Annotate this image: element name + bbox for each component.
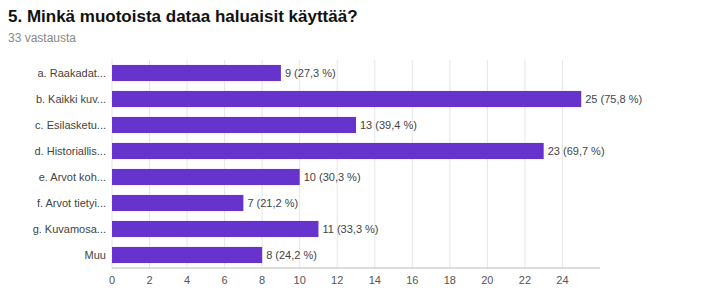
- y-tick-label: f. Arvot tietyi...: [37, 197, 106, 209]
- y-tick-label: e. Arvot koh...: [39, 171, 106, 183]
- data-label: 11 (33,3 %): [322, 223, 378, 235]
- data-label: 7 (21,2 %): [247, 197, 298, 209]
- bar: [112, 117, 356, 133]
- bar: [112, 91, 581, 107]
- chart-container: 5. Minkä muotoista dataa haluaisit käytt…: [0, 0, 715, 299]
- x-tick-label: 18: [444, 274, 456, 286]
- data-label: 13 (39,4 %): [360, 119, 417, 131]
- chart-svg: 5. Minkä muotoista dataa haluaisit käytt…: [0, 0, 715, 299]
- data-label: 8 (24,2 %): [266, 249, 317, 261]
- x-tick-label: 12: [331, 274, 343, 286]
- y-tick-label: d. Historiallis...: [34, 145, 106, 157]
- bar: [112, 247, 262, 263]
- x-tick-label: 2: [146, 274, 152, 286]
- x-tick-label: 10: [294, 274, 306, 286]
- subtitle: 33 vastausta: [8, 31, 76, 45]
- y-tick-label: c. Esilasketu...: [35, 119, 106, 131]
- bar: [112, 221, 318, 237]
- y-tick-label: b. Kaikki kuv...: [36, 93, 106, 105]
- bar: [112, 143, 544, 159]
- x-tick-label: 16: [406, 274, 418, 286]
- y-tick-label: a. Raakadat...: [38, 67, 107, 79]
- x-tick-label: 24: [556, 274, 568, 286]
- x-tick-label: 22: [519, 274, 531, 286]
- x-tick-label: 8: [259, 274, 265, 286]
- data-label: 23 (69,7 %): [548, 145, 605, 157]
- bar: [112, 195, 243, 211]
- data-label: 9 (27,3 %): [285, 67, 336, 79]
- data-label: 25 (75,8 %): [585, 93, 642, 105]
- bar: [112, 65, 281, 81]
- y-tick-label: Muu: [85, 249, 106, 261]
- x-tick-label: 20: [481, 274, 493, 286]
- x-tick-label: 14: [369, 274, 381, 286]
- title: 5. Minkä muotoista dataa haluaisit käytt…: [8, 7, 358, 26]
- x-tick-label: 0: [109, 274, 115, 286]
- bars: [112, 65, 581, 263]
- x-tick-label: 6: [222, 274, 228, 286]
- bar: [112, 169, 300, 185]
- data-label: 10 (30,3 %): [304, 171, 361, 183]
- x-axis-line: [112, 268, 600, 269]
- x-tick-label: 4: [184, 274, 190, 286]
- y-tick-label: g. Kuvamosa...: [33, 223, 106, 235]
